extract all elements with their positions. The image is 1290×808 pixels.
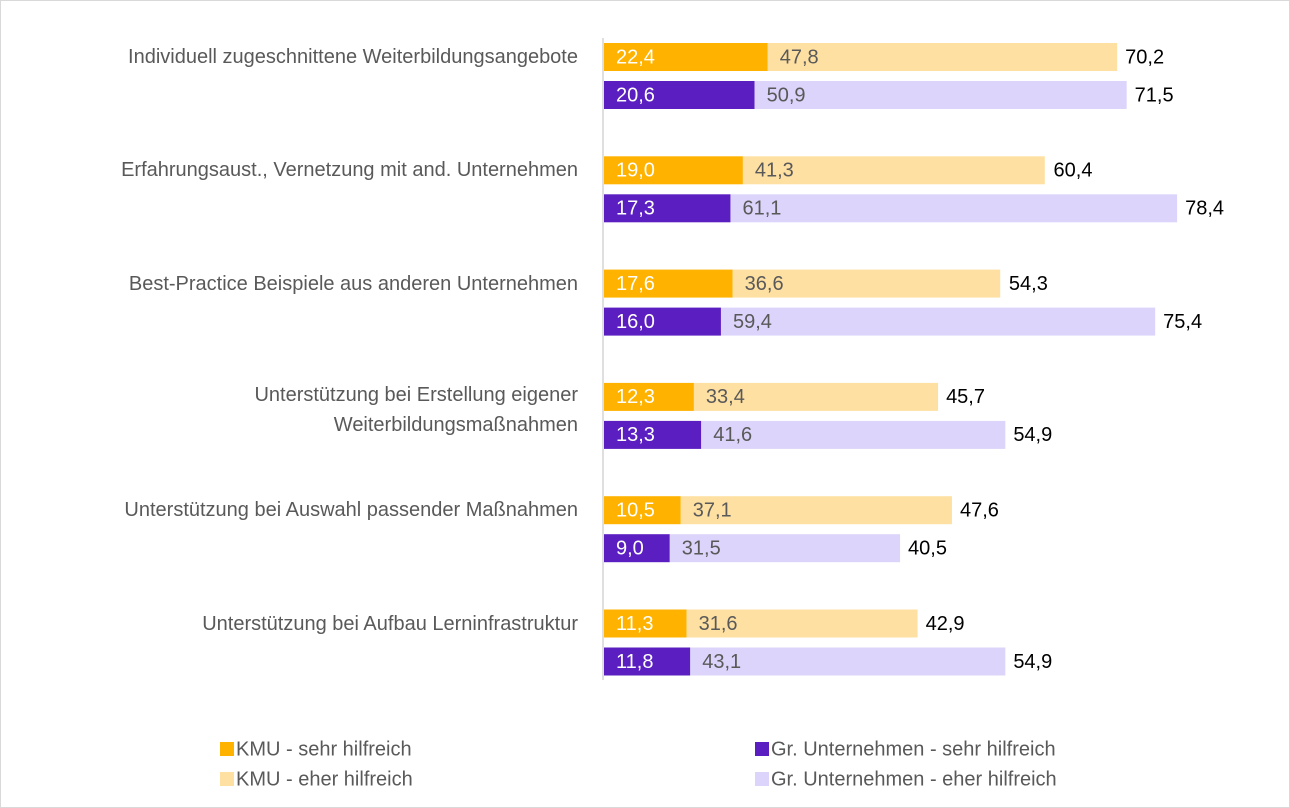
value-label: 33,4 — [706, 386, 745, 408]
bar-segment — [604, 534, 670, 563]
value-label: 11,3 — [616, 613, 653, 635]
value-label: 17,6 — [616, 273, 655, 295]
total-label: 54,9 — [1013, 651, 1052, 673]
bar-segment — [604, 647, 691, 676]
total-label: 54,9 — [1013, 424, 1052, 446]
value-label: 20,6 — [616, 84, 655, 106]
total-label: 60,4 — [1054, 160, 1093, 182]
category-label: Erfahrungsaust., Vernetzung mit and. Unt… — [121, 159, 578, 182]
bar-segment — [604, 156, 743, 185]
legend-swatch — [755, 742, 769, 756]
value-label: 11,8 — [616, 651, 653, 673]
value-label: 41,3 — [755, 160, 794, 182]
bar-segment — [604, 609, 687, 638]
category-label: Unterstützung bei Aufbau Lerninfrastrukt… — [202, 612, 578, 635]
legend-label: KMU - sehr hilfreich — [236, 738, 412, 760]
bar-segment — [604, 382, 694, 411]
value-label: 10,5 — [616, 499, 655, 521]
value-label: 17,3 — [616, 198, 655, 220]
legend-label: KMU - eher hilfreich — [236, 768, 413, 790]
bar-segment — [604, 43, 768, 71]
bar-segment — [767, 43, 1118, 71]
category-label: Individuell zugeschnittene Weiterbildung… — [128, 46, 578, 68]
total-label: 78,4 — [1185, 198, 1224, 220]
category-label: Best-Practice Beispiele aus anderen Unte… — [128, 272, 578, 295]
legend-label: Gr. Unternehmen - eher hilfreich — [771, 768, 1057, 790]
value-label: 13,3 — [616, 424, 655, 446]
bar-segment — [730, 194, 1178, 223]
value-label: 22,4 — [616, 46, 655, 68]
value-label: 47,8 — [780, 46, 819, 68]
legend-swatch — [220, 772, 234, 786]
value-label: 36,6 — [745, 273, 784, 295]
total-label: 42,9 — [926, 613, 965, 635]
value-label: 50,9 — [767, 84, 806, 106]
value-label: 43,1 — [702, 651, 741, 673]
bar-segment — [680, 496, 952, 525]
value-label: 31,6 — [699, 613, 738, 635]
value-label: 61,1 — [742, 198, 781, 220]
value-label: 9,0 — [616, 537, 644, 559]
value-label: 31,5 — [682, 537, 721, 559]
value-label: 37,1 — [693, 499, 732, 521]
bar-segment — [732, 269, 1001, 298]
total-label: 47,6 — [960, 499, 999, 521]
legend-swatch — [755, 772, 769, 786]
total-label: 45,7 — [946, 386, 985, 408]
bar-segment — [720, 307, 1156, 336]
value-label: 19,0 — [616, 160, 655, 182]
total-label: 54,3 — [1009, 273, 1048, 295]
category-label: Unterstützung bei Erstellung eigener Wei… — [254, 383, 578, 436]
bar-segment — [686, 609, 918, 638]
bar-segment — [690, 647, 1006, 676]
value-label: 59,4 — [733, 311, 772, 333]
bar-segment — [604, 420, 702, 449]
total-label: 40,5 — [908, 537, 947, 559]
total-label: 75,4 — [1163, 311, 1202, 333]
value-label: 12,3 — [616, 386, 655, 408]
bar-segment — [604, 81, 755, 109]
legend-swatch — [220, 742, 234, 756]
bar-segment — [604, 307, 721, 336]
value-label: 16,0 — [616, 311, 655, 333]
total-label: 70,2 — [1125, 46, 1164, 68]
bar-segment — [701, 420, 1006, 449]
bar-segment — [693, 382, 939, 411]
bar-segment — [754, 81, 1127, 109]
category-label: Unterstützung bei Auswahl passender Maßn… — [124, 499, 578, 522]
legend-label: Gr. Unternehmen - sehr hilfreich — [771, 738, 1056, 760]
bar-segment — [669, 534, 901, 563]
bar-segment — [742, 156, 1045, 185]
bar-segment — [604, 194, 731, 223]
bar-segment — [604, 269, 733, 298]
total-label: 71,5 — [1135, 84, 1174, 106]
bar-segment — [604, 496, 681, 525]
value-label: 41,6 — [713, 424, 752, 446]
